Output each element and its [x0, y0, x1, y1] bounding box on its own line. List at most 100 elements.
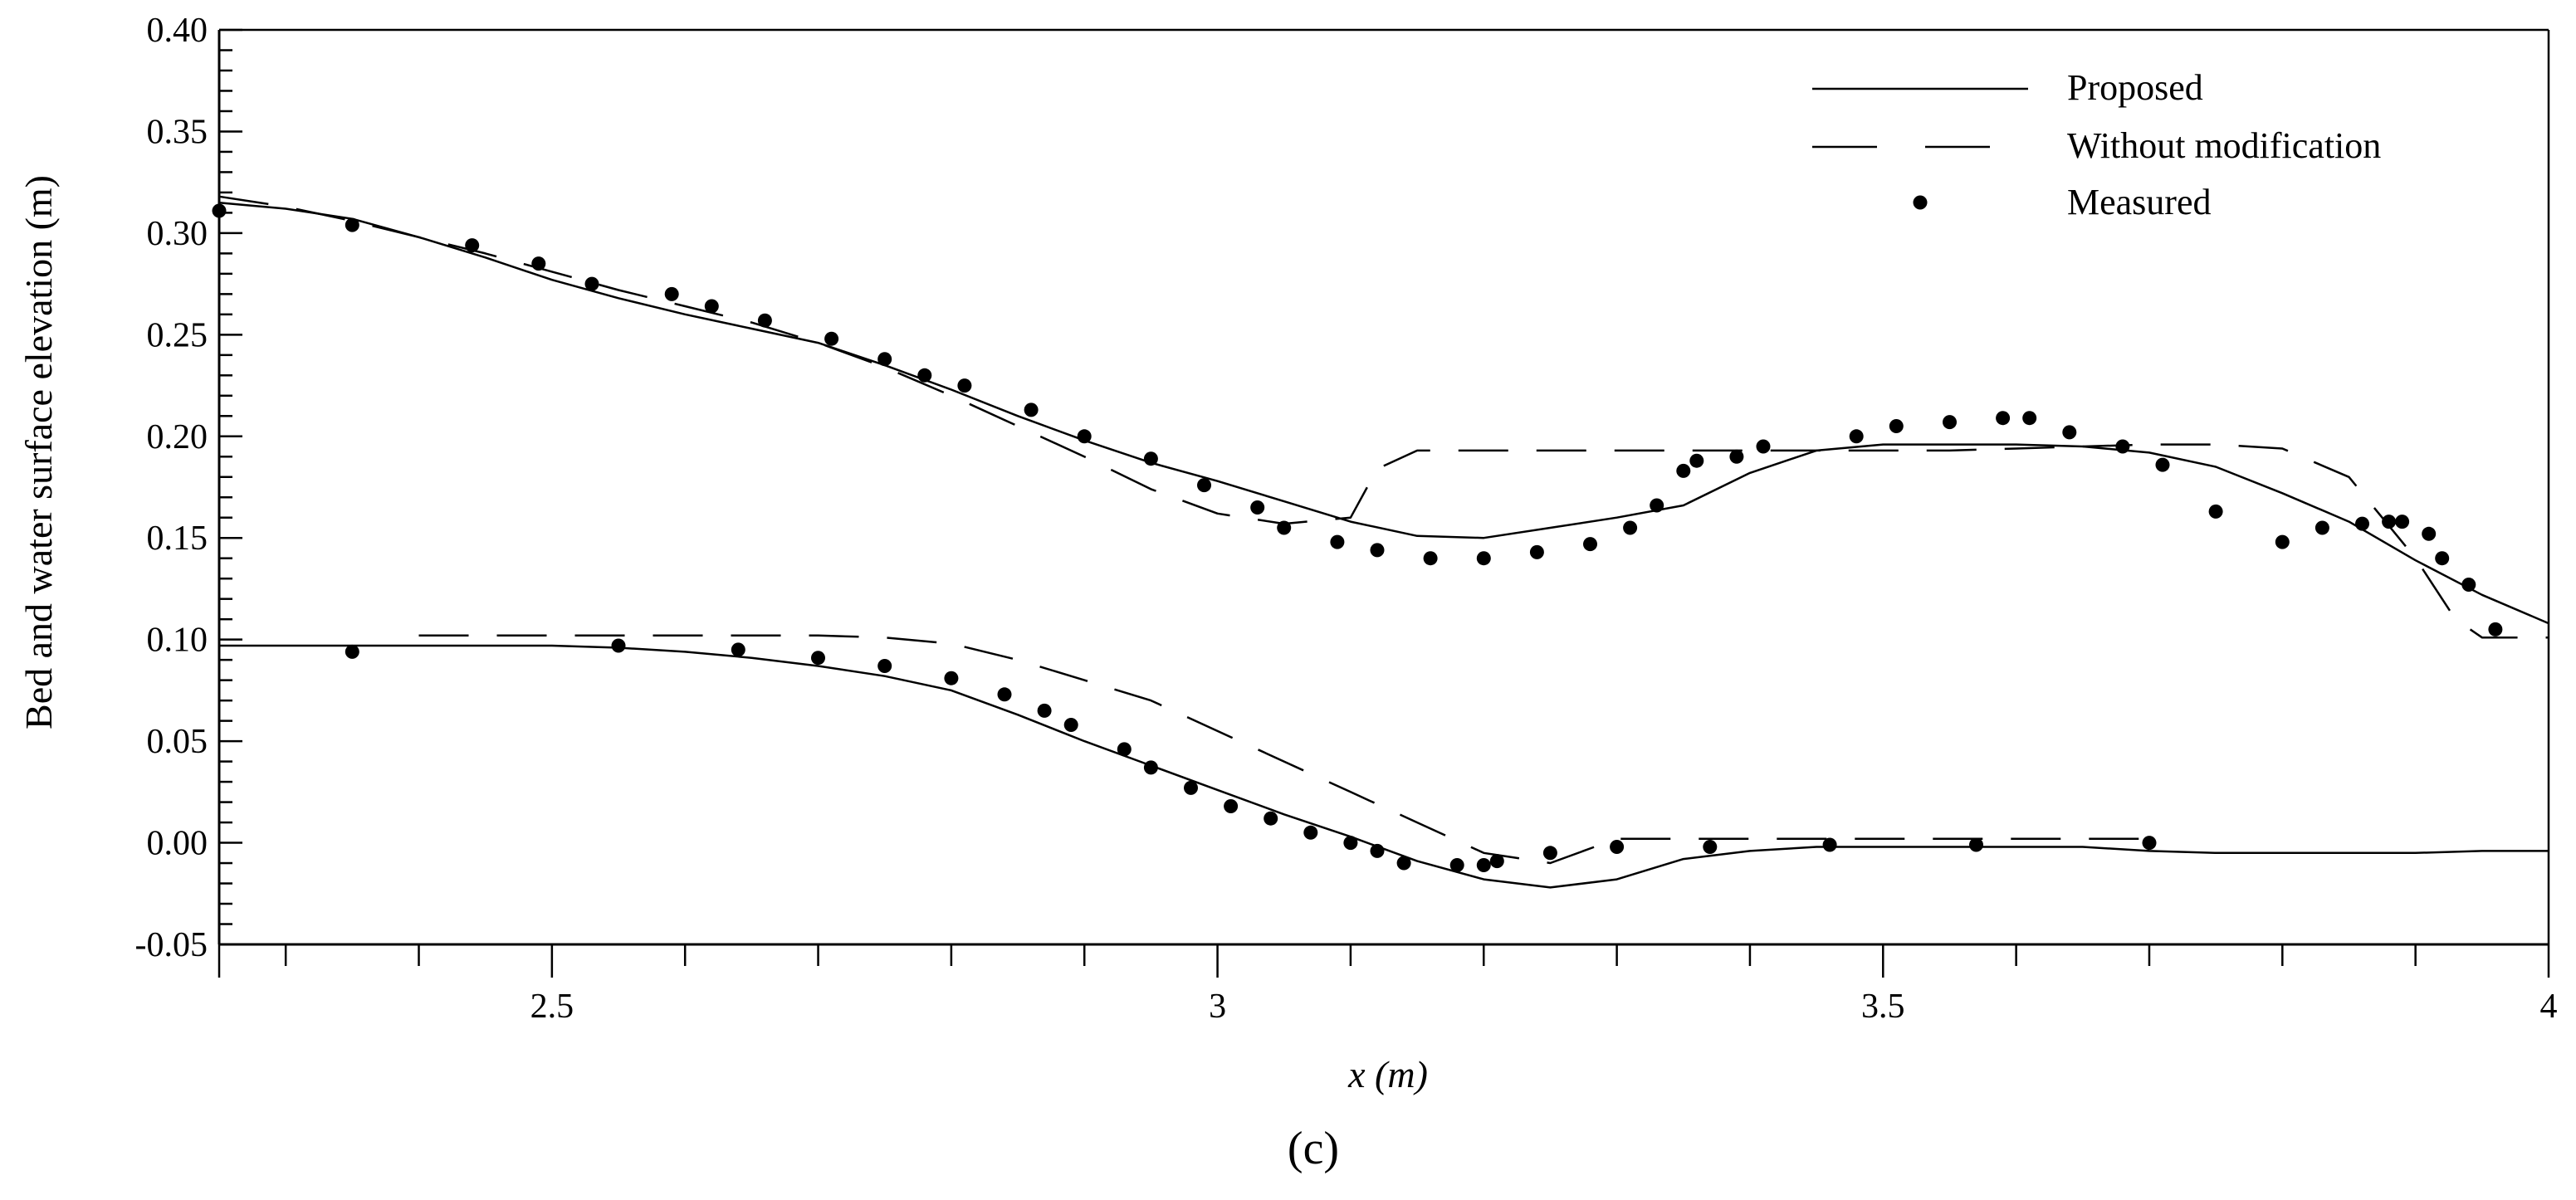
- measured-point-water-surface: [345, 217, 359, 232]
- measured-point-water-surface: [1623, 520, 1638, 535]
- measured-point-water-surface: [1996, 411, 2011, 426]
- measured-point-bed: [2142, 836, 2157, 851]
- measured-point-water-surface: [2422, 526, 2437, 541]
- y-tick-label: 0.25: [147, 316, 208, 354]
- measured-point-water-surface: [1650, 498, 1664, 513]
- measured-point-water-surface: [1676, 463, 1691, 478]
- y-tick-label: -0.05: [135, 926, 208, 964]
- measured-point-water-surface: [1729, 449, 1744, 464]
- measured-point-water-surface: [465, 238, 480, 253]
- y-tick-label: 0.40: [147, 12, 208, 50]
- measured-point-bed: [611, 638, 626, 653]
- measured-point-water-surface: [1689, 453, 1704, 468]
- measured-point-water-surface: [1756, 439, 1771, 454]
- measured-point-bed: [1396, 856, 1411, 871]
- measured-point-bed: [1037, 703, 1052, 718]
- measured-point-bed: [345, 644, 359, 659]
- x-tick-label: 2.5: [530, 988, 574, 1026]
- measured-point-bed: [1343, 836, 1358, 851]
- measured-point-bed: [1703, 840, 1718, 854]
- measured-point-water-surface: [1423, 551, 1438, 566]
- measured-point-bed: [1449, 858, 1464, 872]
- x-axis-ticks: 2.5 3 3.5 4: [218, 944, 2558, 1026]
- measured-point-bed: [1489, 854, 1504, 869]
- series-line-without-modification-bed: [418, 634, 2149, 865]
- legend-marker-measured: [1913, 195, 1928, 210]
- measured-point-water-surface: [1370, 543, 1385, 558]
- legend-label-proposed: Proposed: [2067, 67, 2203, 108]
- measured-point-water-surface: [2155, 457, 2170, 472]
- measured-point-bed: [811, 651, 825, 666]
- y-tick-label: 0.15: [147, 520, 208, 558]
- measured-point-water-surface: [1143, 451, 1158, 466]
- measured-point-water-surface: [2488, 622, 2503, 637]
- measured-points: [212, 203, 2503, 872]
- measured-point-water-surface: [212, 203, 227, 218]
- measured-point-water-surface: [2395, 515, 2410, 529]
- measured-point-water-surface: [531, 256, 546, 271]
- measured-point-water-surface: [2461, 578, 2476, 592]
- y-tick-label: 0.00: [147, 825, 208, 863]
- measured-point-water-surface: [2435, 551, 2450, 566]
- y-tick-label: 0.35: [147, 113, 208, 151]
- measured-point-water-surface: [584, 276, 599, 291]
- series-lines: [218, 195, 2549, 889]
- measured-point-water-surface: [1024, 402, 1039, 417]
- y-tick-label: 0.20: [147, 418, 208, 456]
- legend-label-measured: Measured: [2067, 182, 2212, 222]
- y-tick-label: 0.30: [147, 215, 208, 253]
- measured-point-water-surface: [2208, 504, 2223, 519]
- measured-point-water-surface: [1889, 419, 1904, 433]
- measured-point-water-surface: [704, 299, 719, 314]
- measured-point-bed: [1476, 858, 1491, 872]
- measured-point-bed: [1969, 837, 1983, 852]
- measured-point-water-surface: [1529, 544, 1544, 559]
- measured-point-bed: [877, 659, 892, 673]
- measured-point-water-surface: [824, 331, 839, 346]
- y-tick-label: 0.10: [147, 622, 208, 660]
- measured-point-water-surface: [664, 286, 679, 301]
- x-tick-label: 3.5: [1861, 988, 1905, 1026]
- measured-point-water-surface: [2275, 534, 2290, 549]
- measured-point-water-surface: [1277, 520, 1292, 535]
- panel-label: (c): [1288, 1123, 1339, 1174]
- measured-point-bed: [1610, 840, 1625, 854]
- measured-point-water-surface: [1943, 415, 1957, 430]
- measured-point-water-surface: [2062, 425, 2077, 440]
- measured-point-bed: [944, 671, 959, 685]
- x-axis-title: x (m): [1347, 1053, 1428, 1095]
- measured-point-water-surface: [2022, 411, 2037, 426]
- measured-point-water-surface: [2355, 516, 2369, 531]
- measured-point-bed: [1184, 780, 1198, 795]
- series-line-proposed-water-surface: [218, 201, 2549, 625]
- measured-point-bed: [1117, 742, 1132, 757]
- measured-point-bed: [1143, 760, 1158, 775]
- measured-point-bed: [1822, 837, 1837, 852]
- measured-point-water-surface: [1476, 551, 1491, 566]
- measured-point-bed: [1303, 825, 1318, 840]
- measured-point-water-surface: [957, 378, 972, 393]
- measured-point-water-surface: [2115, 439, 2130, 454]
- measured-point-water-surface: [1250, 500, 1265, 515]
- measured-point-bed: [731, 642, 745, 657]
- y-axis-ticks: -0.05 0.00 0.05 0.10 0.15 0.20 0.25 0.30 0.35 0.4…: [135, 12, 242, 964]
- measured-point-water-surface: [1197, 478, 1211, 493]
- measured-point-water-surface: [1330, 534, 1345, 549]
- legend-label-without-modification: Without modification: [2067, 125, 2381, 166]
- x-tick-label: 3: [1209, 988, 1226, 1026]
- measured-point-bed: [1370, 843, 1385, 858]
- measured-point-water-surface: [757, 313, 772, 328]
- measured-point-water-surface: [1583, 537, 1597, 552]
- y-axis-title: Bed and water surface elevation (m): [17, 175, 60, 729]
- measured-point-bed: [1542, 846, 1557, 861]
- measured-point-bed: [1264, 811, 1278, 826]
- measured-point-bed: [997, 687, 1012, 702]
- measured-point-bed: [1063, 718, 1078, 732]
- series-line-without-modification-water-surface: [218, 195, 2549, 639]
- x-tick-label: 4: [2540, 988, 2558, 1026]
- legend: Proposed Without modification Measured: [1812, 67, 2381, 222]
- measured-point-water-surface: [2314, 520, 2329, 535]
- y-tick-label: 0.05: [147, 723, 208, 761]
- measured-point-water-surface: [1077, 429, 1092, 444]
